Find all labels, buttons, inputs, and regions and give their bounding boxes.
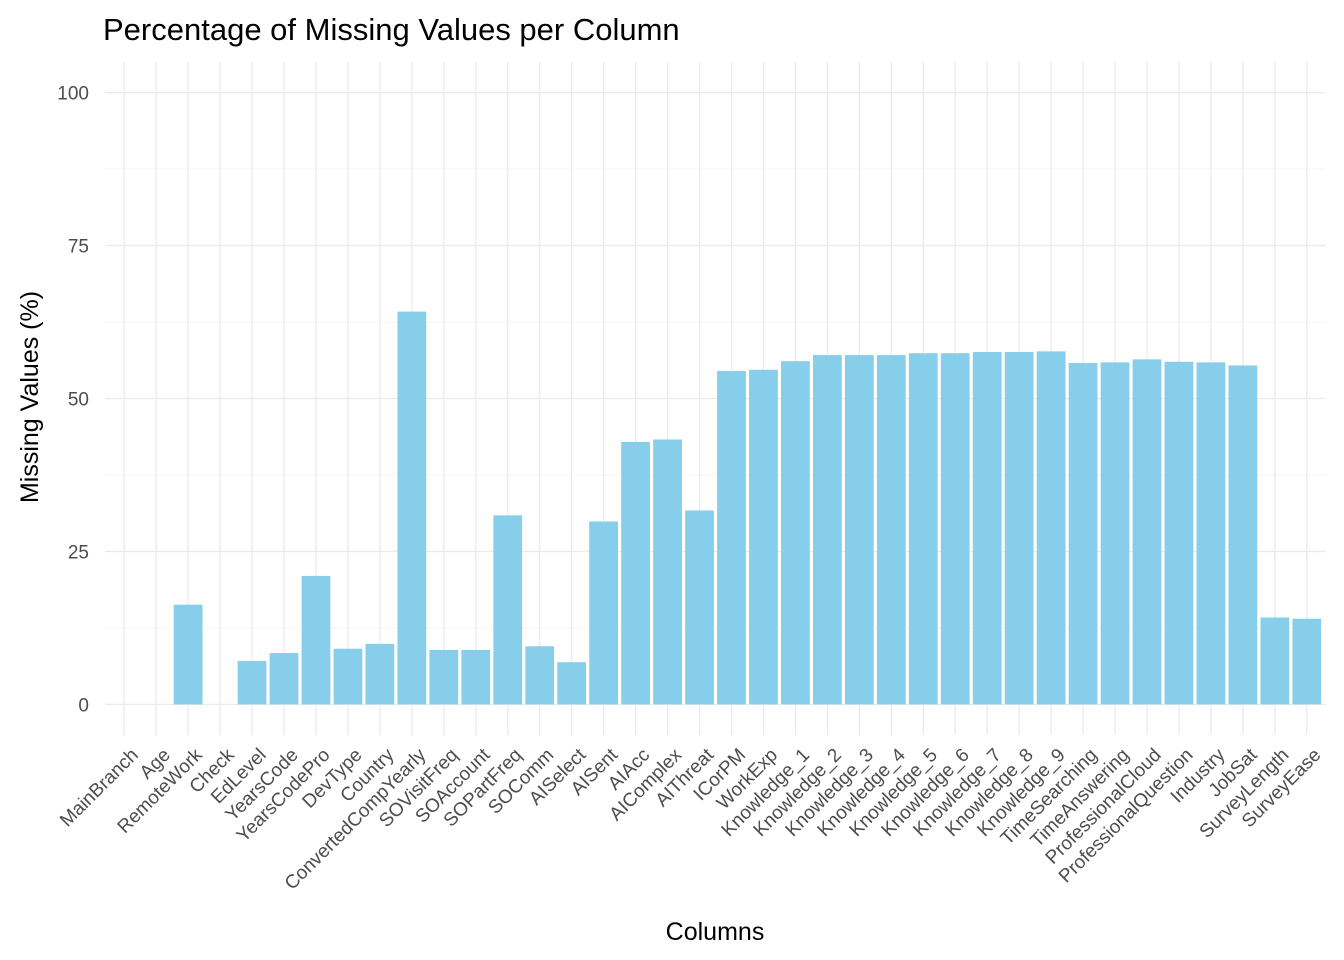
bar [940,353,970,705]
bar [908,353,938,705]
bar [1292,618,1322,705]
y-axis-title: Missing Values (%) [16,291,44,503]
y-tick-label: 50 [68,390,89,411]
bar [301,575,331,705]
chart-title: Percentage of Missing Values per Column [103,12,680,47]
bar [173,604,203,705]
x-axis-ticks: MainBranchAgeRemoteWorkCheckEdLevelYears… [56,744,1325,894]
bar [525,646,555,705]
x-axis-title: Columns [666,918,765,946]
bar [812,355,842,705]
bar [972,352,1002,705]
bar [1228,365,1258,705]
bar [876,355,906,705]
bar [1100,362,1130,705]
y-tick-label: 75 [68,237,89,258]
bar [1196,362,1226,705]
bar [749,369,778,705]
bar [1004,352,1034,705]
bar [461,649,491,705]
y-tick-label: 0 [78,695,89,716]
bar [685,510,714,705]
bar [557,662,587,705]
bar [1132,359,1162,705]
bar [493,515,523,705]
y-tick-label: 25 [68,542,89,563]
bar [1036,351,1066,705]
bar [269,653,299,705]
bar [333,648,363,705]
bar [781,361,810,705]
bar [589,521,619,705]
bar [429,649,459,705]
bar [397,311,427,705]
y-axis-ticks: 0 25 50 75 100 [57,84,89,717]
bar [1068,363,1098,705]
bar [1164,361,1194,705]
bars [173,311,1322,705]
y-tick-label: 100 [57,84,89,105]
bar [1260,617,1290,705]
bar [653,439,682,705]
bar [621,441,650,705]
bar [237,660,267,705]
bar [717,370,746,705]
bar [844,355,874,705]
bar [365,643,395,705]
